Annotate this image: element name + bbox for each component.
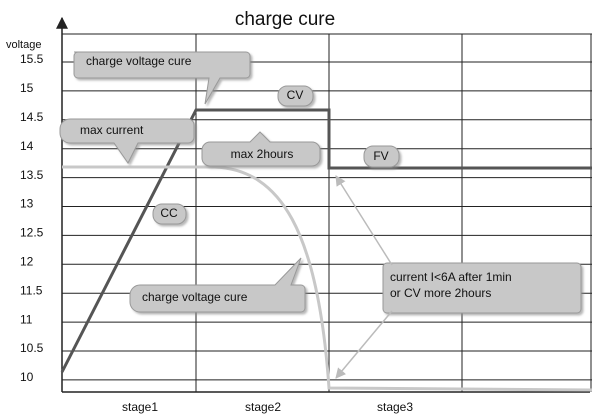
y-tick-label: 14 — [20, 139, 34, 153]
callout-text: charge voltage cure — [86, 54, 192, 68]
x-tick-label: stage1 — [122, 400, 158, 414]
x-tick-label: stage2 — [245, 400, 281, 414]
y-tick-label: 13 — [20, 197, 34, 211]
title: charge cure — [235, 9, 335, 30]
callout-text: CV — [287, 88, 304, 102]
callout-text: FV — [373, 149, 388, 163]
arrow — [335, 175, 393, 266]
y-tick-label: 11.5 — [20, 283, 43, 297]
x-tick-label: stage3 — [377, 400, 413, 414]
callouts — [59, 51, 582, 314]
grid — [62, 33, 592, 392]
y-tick-label: 15.5 — [20, 52, 44, 66]
y-axis-label: voltage — [6, 39, 41, 51]
y-tick-label: 12 — [20, 254, 34, 268]
callout-text: CC — [160, 206, 178, 220]
y-tick-label: 12.5 — [20, 226, 44, 240]
y-tick-label: 10.5 — [20, 341, 44, 355]
y-tick-label: 13.5 — [20, 168, 44, 182]
y-tick-label: 15 — [20, 81, 34, 95]
callout-text: max current — [80, 123, 144, 137]
y-tick-label: 11 — [20, 312, 33, 326]
current-curve — [62, 165, 592, 392]
y-tick-label: 14.5 — [20, 110, 44, 124]
callout-text: or CV more 2hours — [390, 286, 491, 300]
y-tick-label: 10 — [20, 370, 34, 384]
arrow — [335, 310, 393, 379]
callout-text: current I<6A after 1min — [390, 270, 512, 284]
voltage-curve — [60, 108, 592, 373]
callout-text: max 2hours — [231, 147, 294, 161]
callout-text: charge voltage cure — [142, 290, 248, 304]
